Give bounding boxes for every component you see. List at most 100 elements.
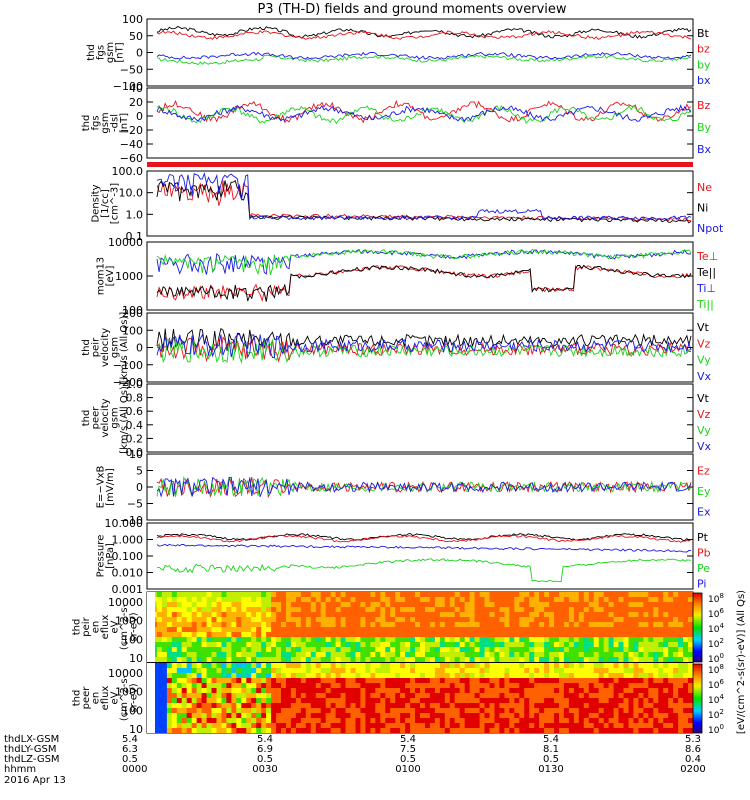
legend-Pi: Pi <box>697 577 706 590</box>
x-tick-label: 5.4 <box>543 734 559 745</box>
separator-bar <box>147 162 693 167</box>
x-row-label: 2016 Apr 13 <box>4 775 66 786</box>
series-line-Vt <box>156 327 692 352</box>
y-tick-label: 10000 <box>108 236 143 249</box>
series-line-Pt <box>156 533 692 541</box>
y-label-line: en <box>91 621 102 634</box>
legend-Te⊥: Te⊥ <box>696 250 718 263</box>
y-tick-label: 100 <box>122 304 143 317</box>
y-label-line: thd <box>81 339 92 356</box>
series-line-Te|| <box>156 264 692 302</box>
y-label-line: gsm <box>100 112 111 133</box>
series-line-Pb <box>156 534 692 543</box>
series-line-Bz <box>156 99 692 124</box>
legend-Vz: Vz <box>697 408 711 421</box>
panel-frame <box>146 170 694 237</box>
x-tick-label: 0.5 <box>400 754 416 765</box>
y-label-line: gsm <box>110 407 121 428</box>
y-tick-label: 0 <box>136 47 143 60</box>
legend-Npot: Npot <box>697 222 724 235</box>
x-tick-label: 5.4 <box>400 734 416 745</box>
y-label-line: [eV] <box>105 266 116 287</box>
y-label-line: [1/cc] <box>100 189 111 218</box>
colorbar-electron <box>692 663 703 734</box>
legend-Bt: Bt <box>697 27 710 40</box>
series-line-Ti|| <box>156 248 692 276</box>
y-tick-label: −50 <box>120 63 143 76</box>
y-tick-label: 10000 <box>108 596 143 609</box>
y-tick-label: 0 <box>136 481 143 494</box>
x-tick-label: 0000 <box>122 764 147 775</box>
y-tick-label: 100 <box>122 633 143 646</box>
y-tick-label: 0 <box>136 110 143 123</box>
y-tick-label: 1.000 <box>112 534 144 547</box>
y-tick-label: 100 <box>122 704 143 717</box>
y-tick-label: 0.8 <box>126 392 144 405</box>
legend-Vt: Vt <box>697 321 710 334</box>
y-tick-label: 0 <box>136 342 143 355</box>
y-tick-label: 200 <box>122 307 143 320</box>
x-tick-label: 6.3 <box>122 744 138 755</box>
colorbar-tick-label: 100 <box>708 723 724 736</box>
y-label-line: velocity <box>100 398 111 437</box>
x-tick-label: 0.5 <box>257 754 273 765</box>
y-label-line: eflux <box>100 686 111 711</box>
y-tick-label: −5 <box>127 498 143 511</box>
y-label-line: mom13 <box>95 257 106 295</box>
x-tick-label: 7.5 <box>400 744 416 755</box>
y-label-line: peer <box>91 406 102 430</box>
panel-peer-velocity: 1.00.80.60.40.20.0thdpeervelocitygsm[km/… <box>81 378 712 459</box>
legend-Bx: Bx <box>697 143 712 156</box>
colorbar-ion <box>692 592 703 663</box>
panel-pressure: 10.0001.0000.1000.0100.001Pressure[nPa]P… <box>95 517 710 596</box>
series-line-Bx <box>156 104 692 122</box>
y-label-line: velocity <box>100 328 111 367</box>
y-tick-label: 1000 <box>115 270 143 283</box>
panel-frame <box>146 87 694 159</box>
y-tick-label: 50 <box>129 30 143 43</box>
y-tick-label: −100 <box>113 80 143 93</box>
y-label-line: thd <box>72 619 83 636</box>
y-label-line: thd <box>81 115 92 132</box>
y-tick-label: −200 <box>113 376 143 389</box>
y-label-line: Density <box>91 184 102 222</box>
y-tick-label: 0.2 <box>126 432 144 445</box>
series-line-Pi <box>156 544 692 553</box>
y-tick-label: 10 <box>129 448 143 461</box>
x-tick-label: 5.4 <box>257 734 273 745</box>
legend-Vx: Vx <box>697 370 712 383</box>
series-line-bz <box>156 30 692 40</box>
legend-Ex: Ex <box>697 506 711 519</box>
panel-temperature: 10000 1000 100 mom13[eV] Te⊥ Te|| Ti⊥ Ti|| <box>95 236 718 317</box>
x-row-label: thdLX-GSM <box>4 734 59 745</box>
legend-Pt: Pt <box>697 531 709 544</box>
colorbar-tick-label: 106 <box>708 607 724 620</box>
y-tick-label: 100 <box>122 324 143 337</box>
y-tick-label: 0.4 <box>126 419 144 432</box>
legend-by: by <box>697 58 711 71</box>
y-tick-label: 5 <box>136 465 143 478</box>
legend-Te||: Te|| <box>696 266 716 279</box>
colorbar-tick-label: 104 <box>708 622 724 635</box>
y-tick-label: 0.010 <box>112 567 144 580</box>
y-tick-label: 0.0 <box>126 446 144 459</box>
panel-density: 100.0 10.0 1.0 0.1 Density[1/cc][cm^-3] Ne Ni N… <box>91 165 724 243</box>
series-line-Vz <box>156 336 692 363</box>
y-tick-label: 1000 <box>115 686 143 699</box>
y-tick-label: 0.1 <box>126 230 144 243</box>
y-label-line: (cm^2-s- <box>119 674 130 721</box>
y-label-line: sr-eV) <box>129 612 140 641</box>
series-line-Vx <box>156 333 692 359</box>
legend-Vz: Vz <box>697 337 711 350</box>
y-label-line: gsm <box>105 42 116 63</box>
y-tick-label: 0.6 <box>126 405 144 418</box>
